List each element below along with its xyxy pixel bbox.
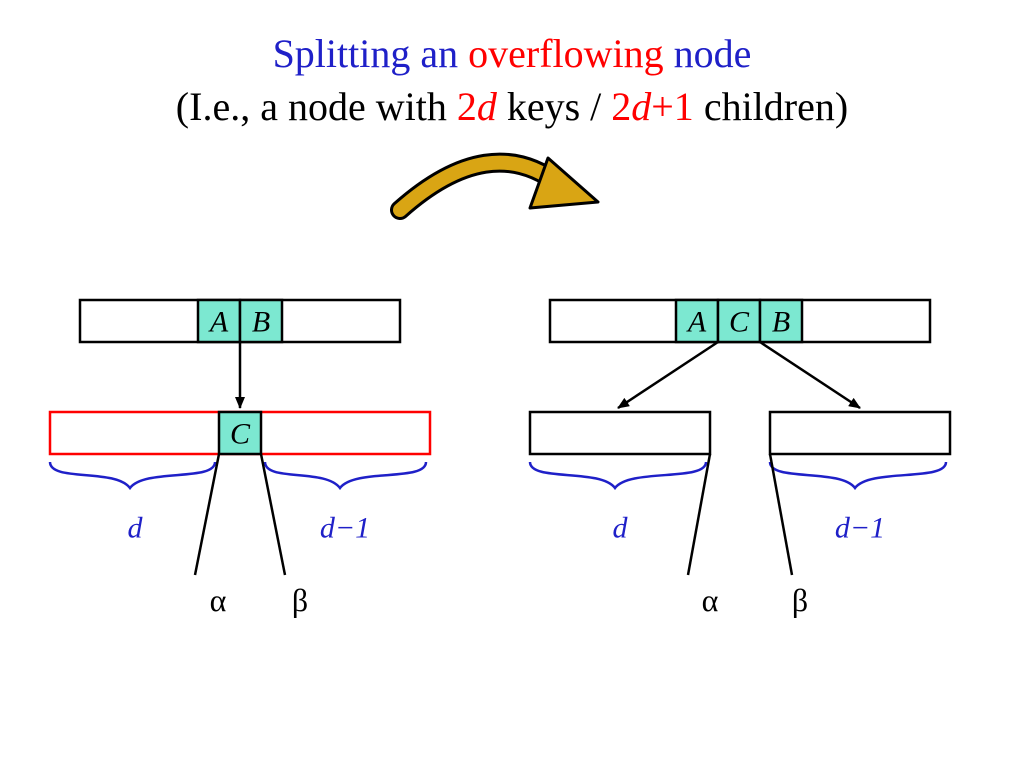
left-brace-d [50, 462, 215, 488]
right-alpha-label: α [702, 582, 719, 618]
left-top-node: A B [80, 300, 400, 342]
right-top-node: A C B [550, 300, 930, 342]
left-overflow-node: C [50, 412, 430, 454]
cell-A-label: A [208, 306, 229, 339]
cell-C-r-label: C [729, 306, 750, 339]
right-brace-dm1 [770, 462, 946, 488]
right-beta-label: β [792, 582, 808, 618]
right-arrow-right [760, 342, 860, 408]
right-child-right [770, 412, 950, 454]
left-diagram: A B C d d−1 α β [50, 300, 430, 618]
title-line2: (I.e., a node with 2d keys / 2d+1 childr… [0, 83, 1024, 130]
left-label-d: d [128, 512, 144, 545]
right-child-left [530, 412, 710, 454]
left-beta-label: β [292, 582, 308, 618]
transform-arrow [400, 158, 598, 210]
cell-B-r-label: B [772, 306, 790, 339]
right-diagram: A C B d d−1 α β [530, 300, 950, 618]
cell-A-r-label: A [686, 306, 707, 339]
left-brace-dm1 [265, 462, 426, 488]
right-arrow-left [618, 342, 718, 408]
cell-C-label: C [230, 418, 251, 451]
right-brace-d [530, 462, 706, 488]
left-alpha-label: α [210, 582, 227, 618]
left-label-dm1: d−1 [320, 512, 370, 545]
right-label-d: d [613, 512, 629, 545]
right-label-dm1: d−1 [835, 512, 885, 545]
title-area: Splitting an overflowing node (I.e., a n… [0, 0, 1024, 130]
title-line1: Splitting an overflowing node [0, 30, 1024, 77]
diagram: A B C d d−1 α β A C B [0, 130, 1024, 750]
cell-B-label: B [252, 306, 270, 339]
